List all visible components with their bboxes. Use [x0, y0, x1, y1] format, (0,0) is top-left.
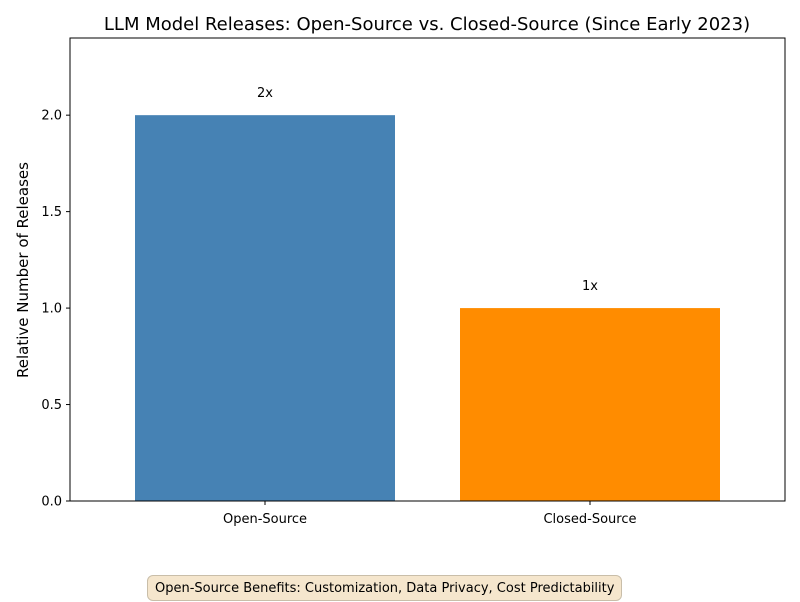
y-tick-label: 0.5 [41, 398, 62, 413]
x-tick-label-open-source: Open-Source [223, 512, 307, 527]
bar-open-source [135, 115, 395, 502]
data-labels-layer: 2x 1x [257, 86, 598, 294]
y-tick-label: 2.0 [41, 109, 62, 124]
x-axis-ticks: Open-Source Closed-Source [223, 501, 637, 527]
benefits-caption: Open-Source Benefits: Customization, Dat… [147, 575, 623, 601]
bar-closed-source [460, 308, 720, 501]
chart-title: LLM Model Releases: Open-Source vs. Clos… [104, 14, 750, 35]
y-axis-ticks: 0.0 0.5 1.0 1.5 2.0 [41, 109, 70, 510]
data-label-closed-source: 1x [582, 279, 598, 294]
plot-frame [69, 37, 786, 502]
y-tick-label: 1.0 [41, 302, 62, 317]
y-tick-label: 0.0 [41, 495, 62, 510]
y-axis-label: Relative Number of Releases [14, 162, 32, 378]
y-tick-label: 1.5 [41, 205, 62, 220]
data-label-open-source: 2x [257, 86, 273, 101]
bars-layer [135, 115, 720, 502]
x-tick-label-closed-source: Closed-Source [543, 512, 636, 527]
